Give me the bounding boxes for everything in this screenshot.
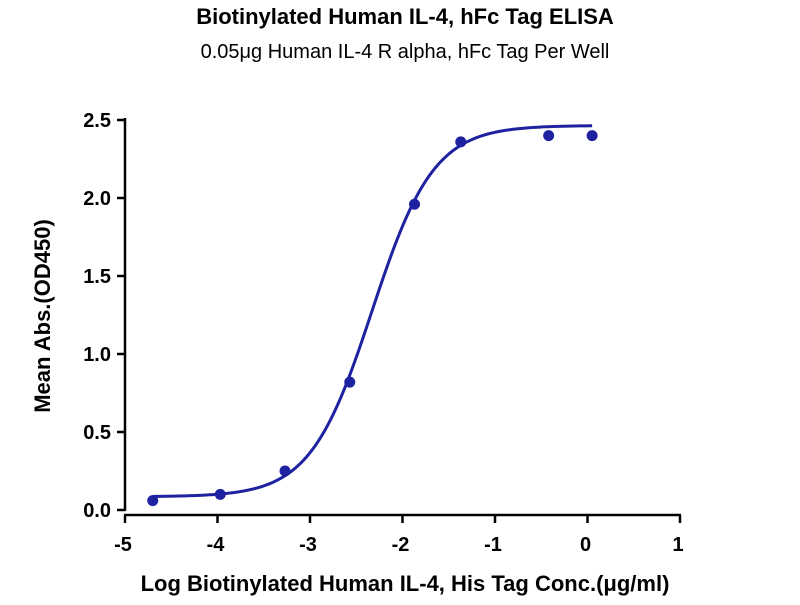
- y-tick-label: 1.5: [83, 266, 111, 288]
- x-tick-label: -1: [484, 534, 502, 556]
- data-point: [344, 376, 356, 388]
- data-point: [543, 130, 555, 142]
- data-point: [147, 495, 159, 507]
- chart-title: Biotinylated Human IL-4, hFc Tag ELISA: [196, 4, 614, 29]
- chart-subtitle: 0.05μg Human IL-4 R alpha, hFc Tag Per W…: [201, 41, 610, 63]
- data-point: [409, 198, 421, 210]
- x-axis-label: Log Biotinylated Human IL-4, His Tag Con…: [141, 571, 670, 596]
- x-tick-label: -5: [114, 534, 132, 556]
- x-tick-label: 1: [672, 534, 683, 556]
- y-tick-label: 2.0: [83, 188, 111, 210]
- data-point: [214, 488, 226, 500]
- y-axis-label: Mean Abs.(OD450): [30, 219, 55, 413]
- x-tick-label: -2: [392, 534, 410, 556]
- data-point: [455, 136, 467, 148]
- data-point: [586, 130, 598, 142]
- y-tick-label: 2.5: [83, 110, 111, 132]
- plot-area: 0.0 0.5 1.0 1.5 2.0 2.5 -5 -4 -3 -2 -1 0 1: [83, 110, 683, 556]
- x-tick-label: -3: [299, 534, 317, 556]
- data-point: [279, 465, 291, 477]
- y-tick-label: 1.0: [83, 344, 111, 366]
- fit-curve: [152, 124, 593, 498]
- x-tick-label: 0: [580, 534, 591, 556]
- x-tick-label: -4: [207, 534, 226, 556]
- y-tick-label: 0.5: [83, 422, 111, 444]
- y-tick-label: 0.0: [83, 500, 111, 522]
